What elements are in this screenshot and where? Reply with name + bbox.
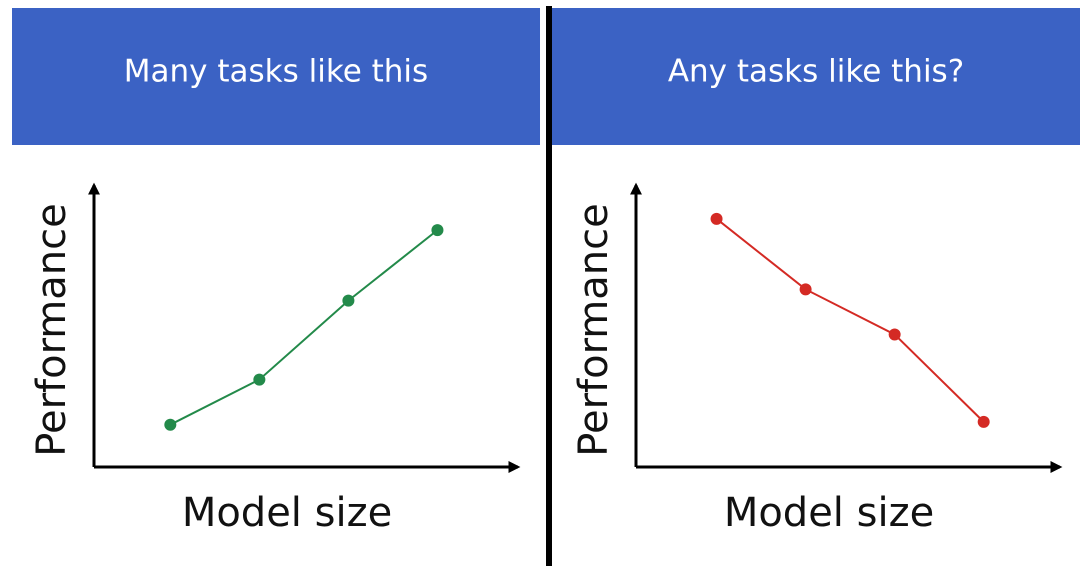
chart-title: Many tasks like this	[124, 54, 428, 90]
data-point	[342, 294, 355, 307]
data-point	[253, 373, 266, 386]
data-point	[164, 418, 177, 431]
y-axis-label: Performance	[571, 203, 617, 456]
y-axis-label: Performance	[29, 203, 75, 456]
chart-title: Any tasks like this?	[668, 54, 964, 90]
chart-panel: Many tasks like this Model size Performanc…	[12, 8, 540, 536]
chart-panel: Any tasks like this? Model size Performanc…	[552, 8, 1080, 536]
data-point	[799, 283, 812, 296]
data-point	[977, 415, 990, 428]
data-line	[169, 229, 439, 426]
x-axis-label: Model size	[182, 490, 392, 536]
header	[552, 8, 1080, 145]
data-point	[710, 212, 723, 225]
x-axis-label: Model size	[724, 490, 934, 536]
data-line	[715, 218, 985, 423]
data-point	[431, 224, 444, 237]
data-point	[888, 328, 901, 341]
divider	[546, 6, 552, 566]
header	[12, 8, 540, 145]
